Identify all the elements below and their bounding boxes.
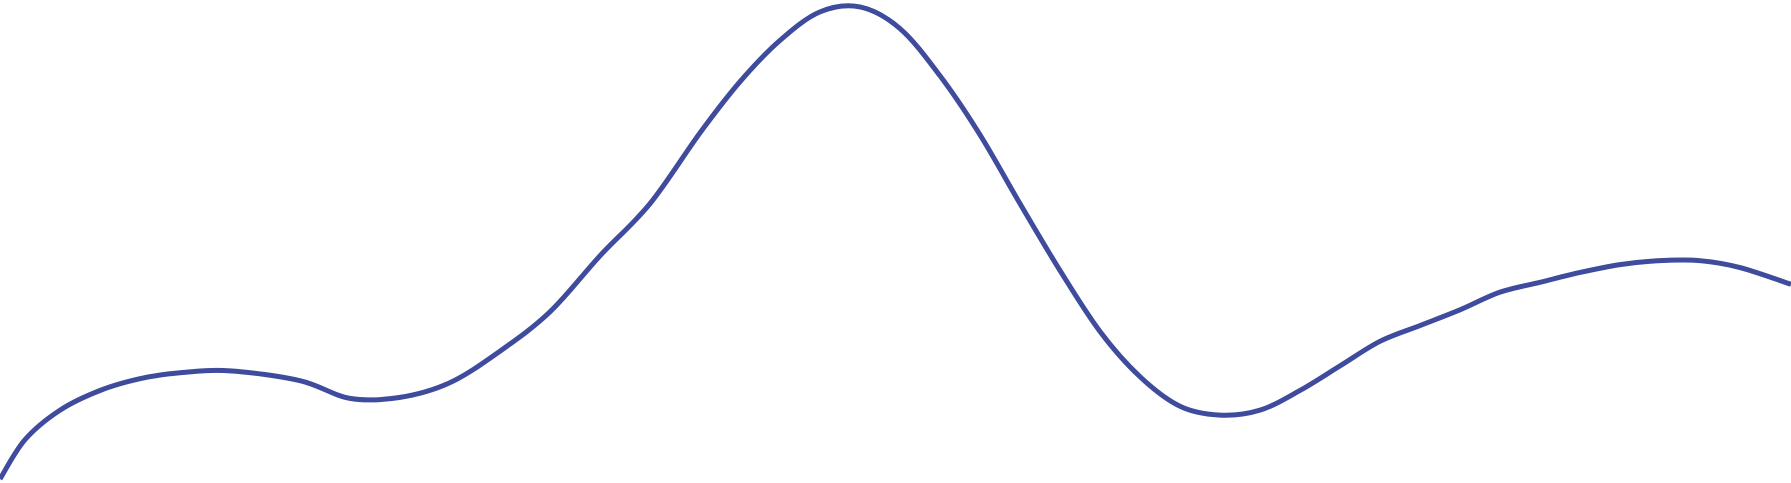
series-line-0: [0, 3, 1791, 481]
series-layer: [0, 3, 1791, 481]
